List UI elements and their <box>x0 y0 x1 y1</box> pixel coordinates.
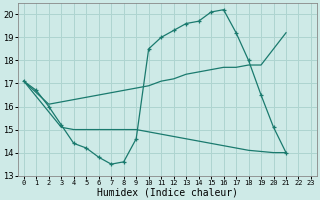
X-axis label: Humidex (Indice chaleur): Humidex (Indice chaleur) <box>97 187 238 197</box>
